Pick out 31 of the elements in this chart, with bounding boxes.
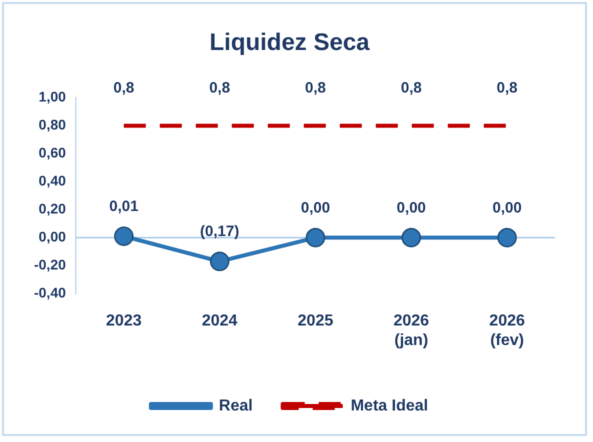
data-label: 0,01 <box>109 198 138 215</box>
y-tick-label: -0,20 <box>34 256 66 272</box>
x-tick-label: 2025 <box>298 312 334 330</box>
data-label: 0,8 <box>209 79 230 96</box>
legend-label: Meta Ideal <box>350 397 428 414</box>
data-label: 0,8 <box>496 79 518 96</box>
point <box>306 228 326 248</box>
point <box>497 228 517 248</box>
point <box>210 252 230 272</box>
x-tick-label: 2024 <box>202 312 238 330</box>
data-label: 0,00 <box>396 199 426 216</box>
data-label: (0,17) <box>200 223 240 240</box>
data-label: 0,8 <box>305 79 326 96</box>
x-tick-label: 2023 <box>106 312 142 330</box>
point <box>402 228 422 248</box>
data-label: 0,8 <box>400 79 422 96</box>
y-tick-label: 0,20 <box>38 200 66 217</box>
x-tick-label: 2026 (jan) <box>393 312 430 349</box>
data-label: 0,00 <box>492 199 522 216</box>
data-label: 0,00 <box>300 199 330 216</box>
y-tick-label: -0,40 <box>34 284 66 300</box>
point <box>114 226 134 246</box>
x-tick-label: 2026 (fev) <box>489 312 525 349</box>
y-tick-label: 0,60 <box>38 144 66 161</box>
y-tick-label: 0,00 <box>38 228 66 245</box>
y-tick-label: 1,00 <box>38 88 66 105</box>
data-label: 0,8 <box>113 79 134 96</box>
chart-title: Liquidez Seca <box>209 29 370 56</box>
y-tick-label: 0,80 <box>38 116 66 133</box>
legend-label: Real <box>218 397 253 414</box>
y-tick-label: 0,40 <box>38 172 66 189</box>
